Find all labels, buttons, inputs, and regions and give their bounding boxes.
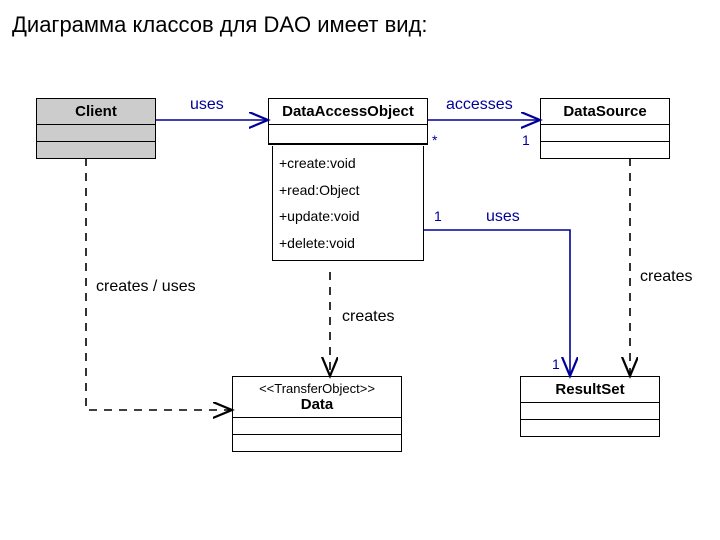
mult-star: * bbox=[432, 132, 437, 148]
class-resultset-name: ResultSet bbox=[521, 377, 659, 403]
class-dao-header: DataAccessObject bbox=[268, 98, 428, 145]
label-creates-dao-data: creates bbox=[342, 308, 394, 326]
class-client: Client bbox=[36, 98, 156, 159]
class-client-ops bbox=[37, 142, 155, 158]
class-resultset-ops bbox=[521, 420, 659, 436]
dao-op-create: +create:void bbox=[279, 150, 417, 177]
dao-op-read: +read:Object bbox=[279, 177, 417, 204]
class-datasource-attrs bbox=[541, 125, 669, 142]
class-data-name: <<TransferObject>> Data bbox=[233, 377, 401, 418]
label-creates-ds-rs: creates bbox=[640, 268, 692, 286]
class-dao-name: DataAccessObject bbox=[269, 99, 427, 125]
mult-1-dao: 1 bbox=[434, 208, 442, 224]
class-data-attrs bbox=[233, 418, 401, 435]
class-datasource-name: DataSource bbox=[541, 99, 669, 125]
relations-overlay bbox=[0, 0, 720, 540]
class-data-classname: Data bbox=[239, 396, 395, 413]
class-data-ops bbox=[233, 435, 401, 451]
class-data-stereotype: <<TransferObject>> bbox=[239, 381, 395, 396]
dao-op-delete: +delete:void bbox=[279, 230, 417, 257]
class-resultset-attrs bbox=[521, 403, 659, 420]
class-client-name: Client bbox=[37, 99, 155, 125]
mult-1-ds: 1 bbox=[522, 132, 530, 148]
edge-dao-uses-rs bbox=[424, 230, 570, 376]
mult-1-rs: 1 bbox=[552, 356, 560, 372]
dao-op-update: +update:void bbox=[279, 203, 417, 230]
label-accesses: accesses bbox=[446, 96, 513, 114]
label-creates-uses: creates / uses bbox=[96, 278, 196, 296]
class-datasource-ops bbox=[541, 142, 669, 158]
label-uses-1: uses bbox=[190, 96, 224, 114]
class-resultset: ResultSet bbox=[520, 376, 660, 437]
class-dao-ops: +create:void +read:Object +update:void +… bbox=[273, 146, 423, 260]
label-uses-2: uses bbox=[486, 208, 520, 226]
class-datasource: DataSource bbox=[540, 98, 670, 159]
class-dao-attrs bbox=[269, 125, 427, 144]
class-dao-ops-box: +create:void +read:Object +update:void +… bbox=[272, 146, 424, 261]
class-client-attrs bbox=[37, 125, 155, 142]
page-title: Диаграмма классов для DAO имеет вид: bbox=[12, 12, 428, 38]
class-data: <<TransferObject>> Data bbox=[232, 376, 402, 452]
